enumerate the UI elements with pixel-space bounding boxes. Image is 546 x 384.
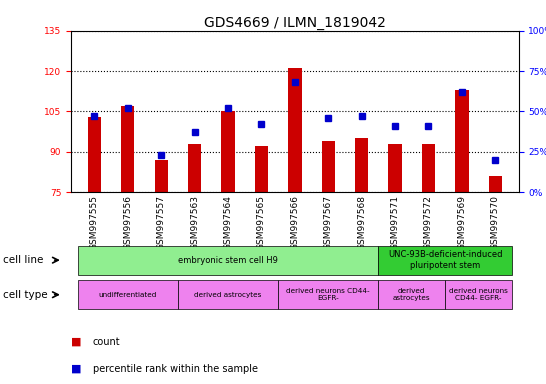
Bar bbox=[355, 138, 369, 192]
Text: percentile rank within the sample: percentile rank within the sample bbox=[93, 364, 258, 374]
Bar bbox=[88, 117, 101, 192]
Text: ■: ■ bbox=[71, 337, 81, 347]
Text: derived astrocytes: derived astrocytes bbox=[194, 292, 262, 298]
Text: embryonic stem cell H9: embryonic stem cell H9 bbox=[178, 256, 278, 265]
Bar bbox=[288, 68, 301, 192]
Bar bbox=[422, 144, 435, 192]
Bar bbox=[188, 144, 201, 192]
Text: ■: ■ bbox=[71, 364, 81, 374]
Text: count: count bbox=[93, 337, 121, 347]
Bar bbox=[489, 176, 502, 192]
Bar bbox=[388, 144, 402, 192]
Bar bbox=[455, 90, 468, 192]
Title: GDS4669 / ILMN_1819042: GDS4669 / ILMN_1819042 bbox=[204, 16, 386, 30]
Bar bbox=[255, 146, 268, 192]
Text: derived neurons CD44-
EGFR-: derived neurons CD44- EGFR- bbox=[287, 288, 370, 301]
Text: cell line: cell line bbox=[3, 255, 43, 265]
Text: derived
astrocytes: derived astrocytes bbox=[393, 288, 431, 301]
Text: undifferentiated: undifferentiated bbox=[99, 292, 157, 298]
Text: derived neurons
CD44- EGFR-: derived neurons CD44- EGFR- bbox=[449, 288, 508, 301]
Bar bbox=[322, 141, 335, 192]
Bar bbox=[221, 111, 235, 192]
Bar bbox=[121, 106, 134, 192]
Text: UNC-93B-deficient-induced
pluripotent stem: UNC-93B-deficient-induced pluripotent st… bbox=[388, 250, 502, 270]
Bar bbox=[155, 160, 168, 192]
Text: cell type: cell type bbox=[3, 290, 48, 300]
